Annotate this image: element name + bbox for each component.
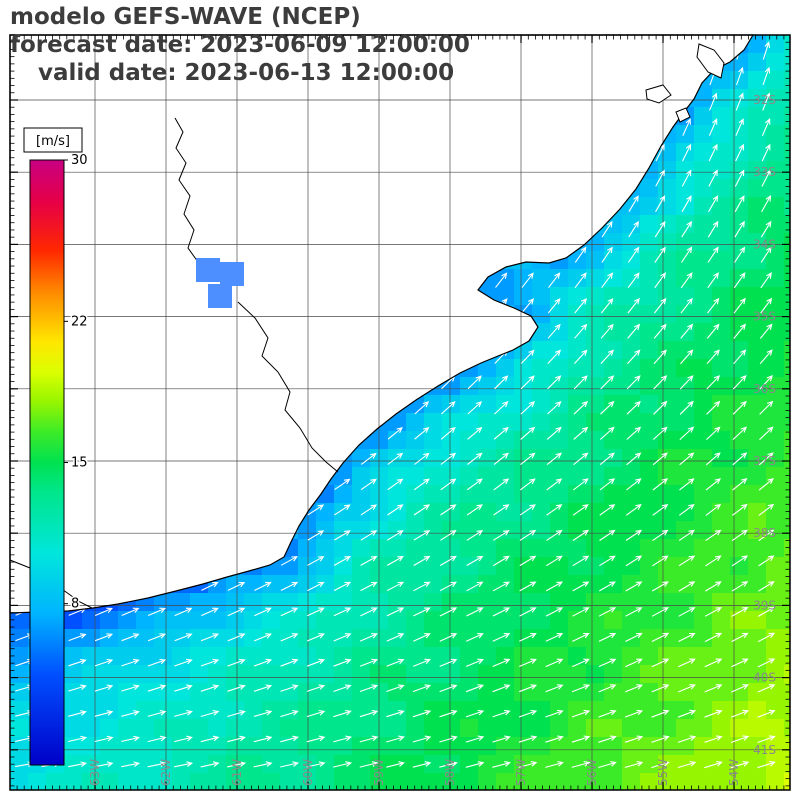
coastal-lagoons: [645, 43, 725, 123]
lon-label: 62W: [159, 759, 173, 786]
lat-label: 39S: [753, 598, 776, 612]
colorbar-tick-label: 8: [71, 597, 79, 612]
wind-arrows-layer: [15, 41, 776, 769]
lon-label: 56W: [585, 759, 599, 786]
lat-label: 34S: [753, 237, 776, 251]
lat-label: 41S: [753, 743, 776, 757]
colorbar-tick-label: 15: [71, 456, 88, 471]
lat-label: 33S: [753, 165, 776, 179]
colorbar-unit-label: [m/s]: [36, 134, 70, 149]
map-frame: [9, 34, 791, 791]
lon-label: 60W: [301, 759, 315, 786]
colorbar-tick-label: 22: [71, 314, 88, 329]
lon-label: 63W: [88, 759, 102, 786]
longitude-labels: 63W 62W 61W 60W 59W 58W 57W 56W 55W 54W: [88, 759, 741, 786]
lon-label: 59W: [372, 759, 386, 786]
lon-label: 54W: [727, 759, 741, 786]
lon-label: 55W: [656, 759, 670, 786]
lat-label: 37S: [753, 454, 776, 468]
lat-label: 36S: [753, 382, 776, 396]
frame-ticks-layer: [9, 34, 790, 790]
lat-label: 32S: [753, 93, 776, 107]
latitude-labels: 32S 33S 34S 35S 36S 37S 38S 39S 40S 41S: [753, 93, 776, 757]
lon-label: 58W: [443, 759, 457, 786]
wind-speed-field-layer: [10, 35, 790, 790]
lat-label: 40S: [753, 671, 776, 685]
colorbar-gradient: [29, 159, 65, 766]
colorbar-unit-box: [23, 127, 83, 153]
lon-label: 61W: [230, 759, 244, 786]
coastline: [9, 34, 755, 614]
lat-label: 38S: [753, 526, 776, 540]
inland-lake: [196, 258, 244, 308]
colorbar: [m/s]30 22 15 8: [23, 127, 89, 766]
colorbar-tick-label: 30: [71, 153, 88, 168]
lon-label: 57W: [514, 759, 528, 786]
lat-label: 35S: [753, 310, 776, 324]
